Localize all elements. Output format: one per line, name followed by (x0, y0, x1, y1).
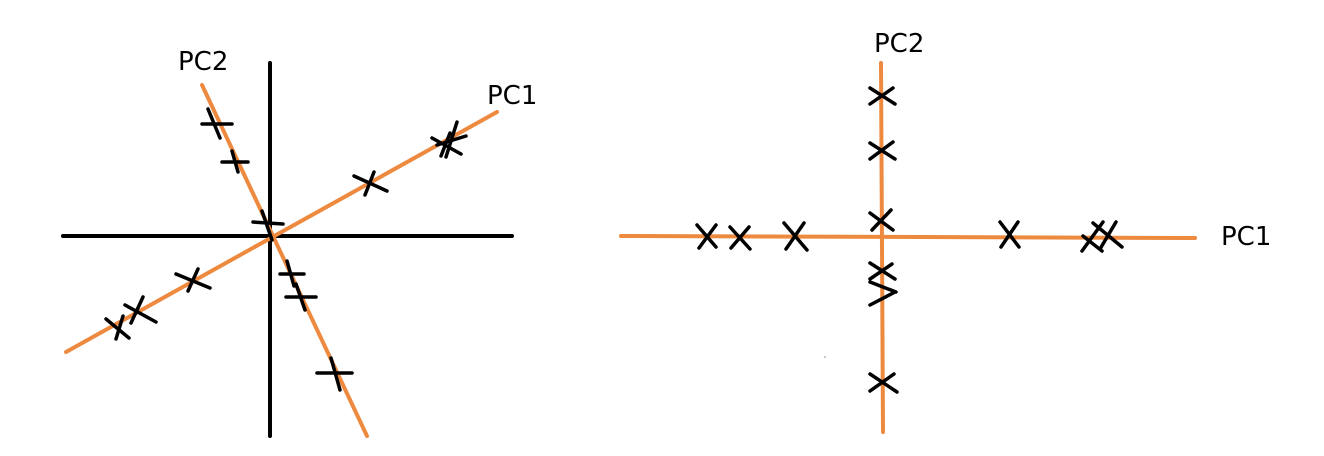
data-point-marker (284, 282, 318, 312)
data-point-marker (220, 149, 250, 174)
data-point-marker (104, 314, 131, 341)
left-panel: PC2 PC1 (61, 47, 537, 438)
right-panel: PC2 PC1 (619, 29, 1271, 434)
data-point-marker (868, 208, 895, 232)
data-point-marker (435, 120, 468, 159)
data-point-marker (174, 267, 212, 293)
data-point-marker (782, 221, 809, 252)
data-point-marker (278, 259, 306, 288)
data-point-marker (998, 220, 1021, 249)
data-point-marker (251, 209, 285, 242)
right-pc2-line (879, 61, 885, 434)
data-point-marker (123, 295, 158, 325)
right-pc2-markers (868, 86, 899, 394)
right-pc2-label: PC2 (874, 29, 924, 59)
data-point-marker (728, 225, 752, 251)
left-pc1-line (64, 110, 499, 354)
data-point-marker (868, 140, 897, 161)
data-point-marker (430, 131, 463, 158)
data-point-marker (1091, 220, 1124, 251)
data-point-marker (695, 223, 718, 250)
data-point-marker (868, 372, 899, 394)
right-pc1-markers (695, 220, 1124, 253)
data-point-marker (352, 170, 389, 197)
left-pc2-line (200, 83, 369, 438)
left-pc2-label: PC2 (178, 47, 228, 77)
left-pc1-markers (104, 120, 468, 341)
stray-dot (824, 356, 826, 358)
data-point-marker (868, 86, 897, 106)
data-point-marker (868, 280, 898, 307)
left-pc2-markers (200, 107, 354, 392)
data-point-marker (868, 261, 897, 281)
left-pc1-label: PC1 (487, 81, 537, 111)
right-pc1-label: PC1 (1221, 222, 1271, 252)
right-pc1-line (619, 234, 1197, 240)
data-point-marker (200, 107, 234, 140)
data-point-marker (315, 356, 354, 392)
